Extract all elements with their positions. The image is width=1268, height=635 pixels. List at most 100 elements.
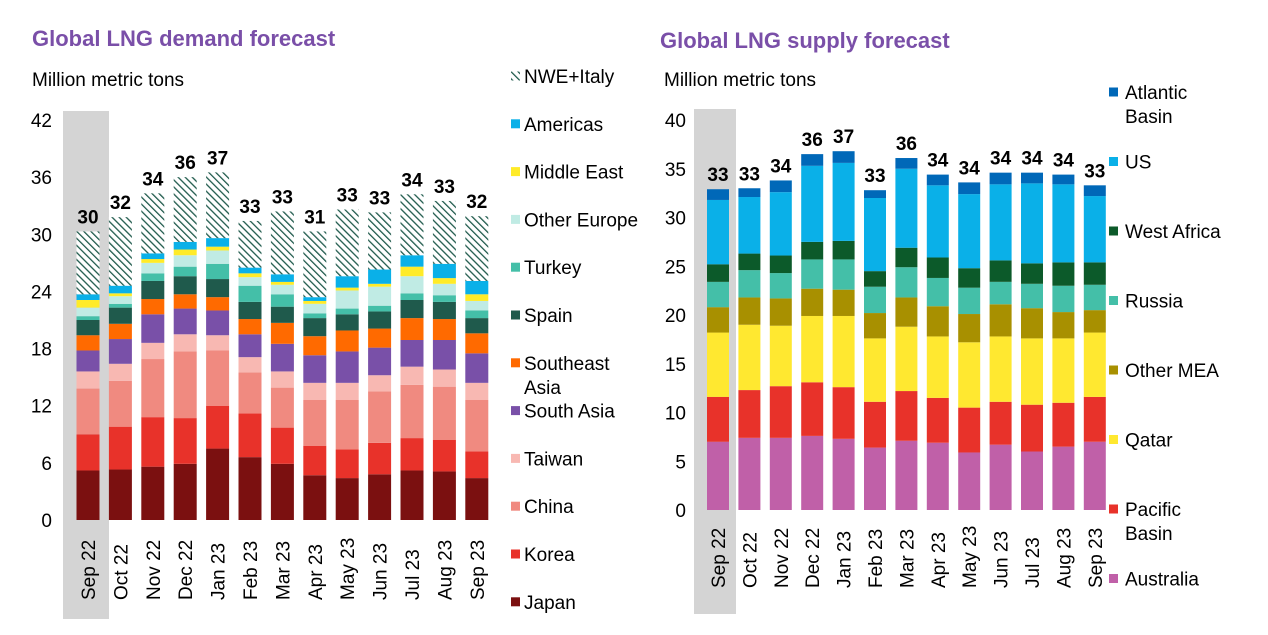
supply-total-label: 33 <box>739 164 760 185</box>
demand-legend-label-japan: Japan <box>524 593 576 614</box>
demand-bar-turkey <box>400 293 424 300</box>
demand-total-label: 32 <box>466 192 487 213</box>
demand-bar-americas <box>76 294 100 300</box>
supply-total-label: 34 <box>1021 149 1043 170</box>
demand-bar-turkey <box>368 305 392 312</box>
demand-bar-south-asia <box>206 310 230 336</box>
demand-bar-other-europe <box>206 250 230 264</box>
supply-bar-qatar <box>707 332 729 397</box>
supply-bar-russia <box>989 281 1012 305</box>
supply-x-tick-label: Feb 23 <box>866 529 887 588</box>
demand-bar-china <box>400 384 424 439</box>
demand-legend-swatch-middle-east <box>511 167 520 177</box>
demand-y-tick-label: 6 <box>41 454 52 475</box>
demand-bar-korea <box>173 418 197 464</box>
supply-legend-label-australia: Australia <box>1125 570 1199 591</box>
supply-bar-west-africa <box>1021 263 1043 284</box>
demand-legend-label-china: China <box>524 497 574 518</box>
supply-bar-other-mea <box>801 288 824 316</box>
supply-legend-label-atlantic-basin: Atlantic Basin <box>1125 83 1187 128</box>
supply-legend-swatch-russia <box>1109 296 1118 305</box>
supply-bar-other-mea <box>1083 310 1106 333</box>
supply-bar-pacific-basin <box>1083 396 1106 442</box>
supply-y-tick-label: 30 <box>665 209 686 230</box>
supply-bar-australia <box>769 437 792 510</box>
demand-legend-swatch-americas <box>511 119 520 129</box>
demand-bar-south-asia <box>432 340 456 370</box>
demand-x-tick-label: Aug 23 <box>435 540 456 600</box>
demand-bar-americas <box>400 255 424 267</box>
demand-bar-americas <box>141 253 165 260</box>
supply-bar-russia <box>926 277 949 307</box>
demand-total-label: 33 <box>369 188 390 209</box>
supply-bar-atlantic-basin <box>1083 185 1106 197</box>
demand-bar-middle-east <box>206 246 230 251</box>
demand-y-tick-label: 0 <box>41 511 52 532</box>
demand-total-label: 30 <box>77 207 98 228</box>
demand-total-label: 33 <box>239 197 260 218</box>
demand-bar-taiwan <box>400 366 424 385</box>
supply-bar-west-africa <box>864 271 886 287</box>
supply-y-unit-label: Million metric tons <box>664 70 816 91</box>
demand-bar-americas <box>238 267 262 274</box>
supply-legend-swatch-australia <box>1109 574 1118 583</box>
demand-bar-korea <box>76 434 100 471</box>
demand-bar-korea <box>400 438 424 471</box>
demand-x-tick-label: Oct 22 <box>111 544 132 600</box>
demand-bar-americas <box>465 280 489 295</box>
demand-bar-korea <box>432 440 456 472</box>
demand-bar-china <box>465 400 489 452</box>
demand-bar-nwe-italy <box>270 211 294 275</box>
demand-bar-korea <box>141 417 165 467</box>
supply-bar-west-africa <box>707 264 729 282</box>
supply-bar-russia <box>1052 285 1075 313</box>
demand-bar-spain <box>108 307 132 324</box>
demand-bar-spain <box>303 318 327 337</box>
demand-bar-japan <box>465 478 489 520</box>
supply-bar-russia <box>864 286 886 314</box>
demand-bar-south-asia <box>173 308 197 335</box>
supply-bar-russia <box>895 267 918 298</box>
demand-bar-southeast-asia <box>432 319 456 340</box>
demand-legend-label-spain: Spain <box>524 306 573 327</box>
demand-bar-china <box>108 380 132 427</box>
demand-legend-label-americas: Americas <box>524 115 603 136</box>
demand-bar-korea <box>238 413 262 458</box>
demand-bar-japan <box>400 470 424 520</box>
supply-bar-pacific-basin <box>832 387 855 439</box>
demand-bar-middle-east <box>76 300 100 308</box>
demand-legend-swatch-south-asia <box>511 406 520 416</box>
supply-bar-qatar <box>958 342 981 408</box>
demand-bar-southeast-asia <box>141 299 165 315</box>
supply-bar-west-africa <box>801 241 824 260</box>
demand-bar-other-europe <box>141 262 165 274</box>
demand-legend-swatch-turkey <box>511 262 520 272</box>
demand-x-tick-label: Jul 23 <box>403 549 424 600</box>
demand-bar-korea <box>465 451 489 479</box>
demand-bar-japan <box>206 448 230 520</box>
supply-bar-other-mea <box>1052 312 1075 339</box>
demand-bar-korea <box>206 405 230 449</box>
demand-bar-south-asia <box>270 343 294 372</box>
supply-x-tick-label: Sep 22 <box>709 528 730 588</box>
supply-x-tick-label: Jun 23 <box>992 531 1013 588</box>
demand-bar-spain <box>238 301 262 320</box>
supply-bar-qatar <box>832 315 855 388</box>
supply-total-label: 33 <box>1084 161 1105 182</box>
supply-bar-us <box>895 168 918 248</box>
demand-bar-south-asia <box>141 314 165 343</box>
demand-x-tick-label: Jan 23 <box>209 543 230 600</box>
demand-legend-label-southeast-asia: Southeast Asia <box>524 354 610 399</box>
supply-bar-qatar <box>1052 338 1075 403</box>
demand-total-label: 31 <box>304 207 326 228</box>
demand-bar-turkey <box>173 266 197 277</box>
supply-bar-russia <box>958 287 981 315</box>
demand-bar-middle-east <box>432 278 456 284</box>
supply-bar-west-africa <box>989 260 1012 282</box>
demand-bar-taiwan <box>335 382 359 400</box>
supply-total-label: 34 <box>990 149 1012 170</box>
demand-legend-label-south-asia: South Asia <box>524 402 615 423</box>
supply-total-label: 37 <box>833 127 854 148</box>
demand-total-label: 37 <box>207 148 228 169</box>
supply-bar-atlantic-basin <box>989 172 1012 185</box>
